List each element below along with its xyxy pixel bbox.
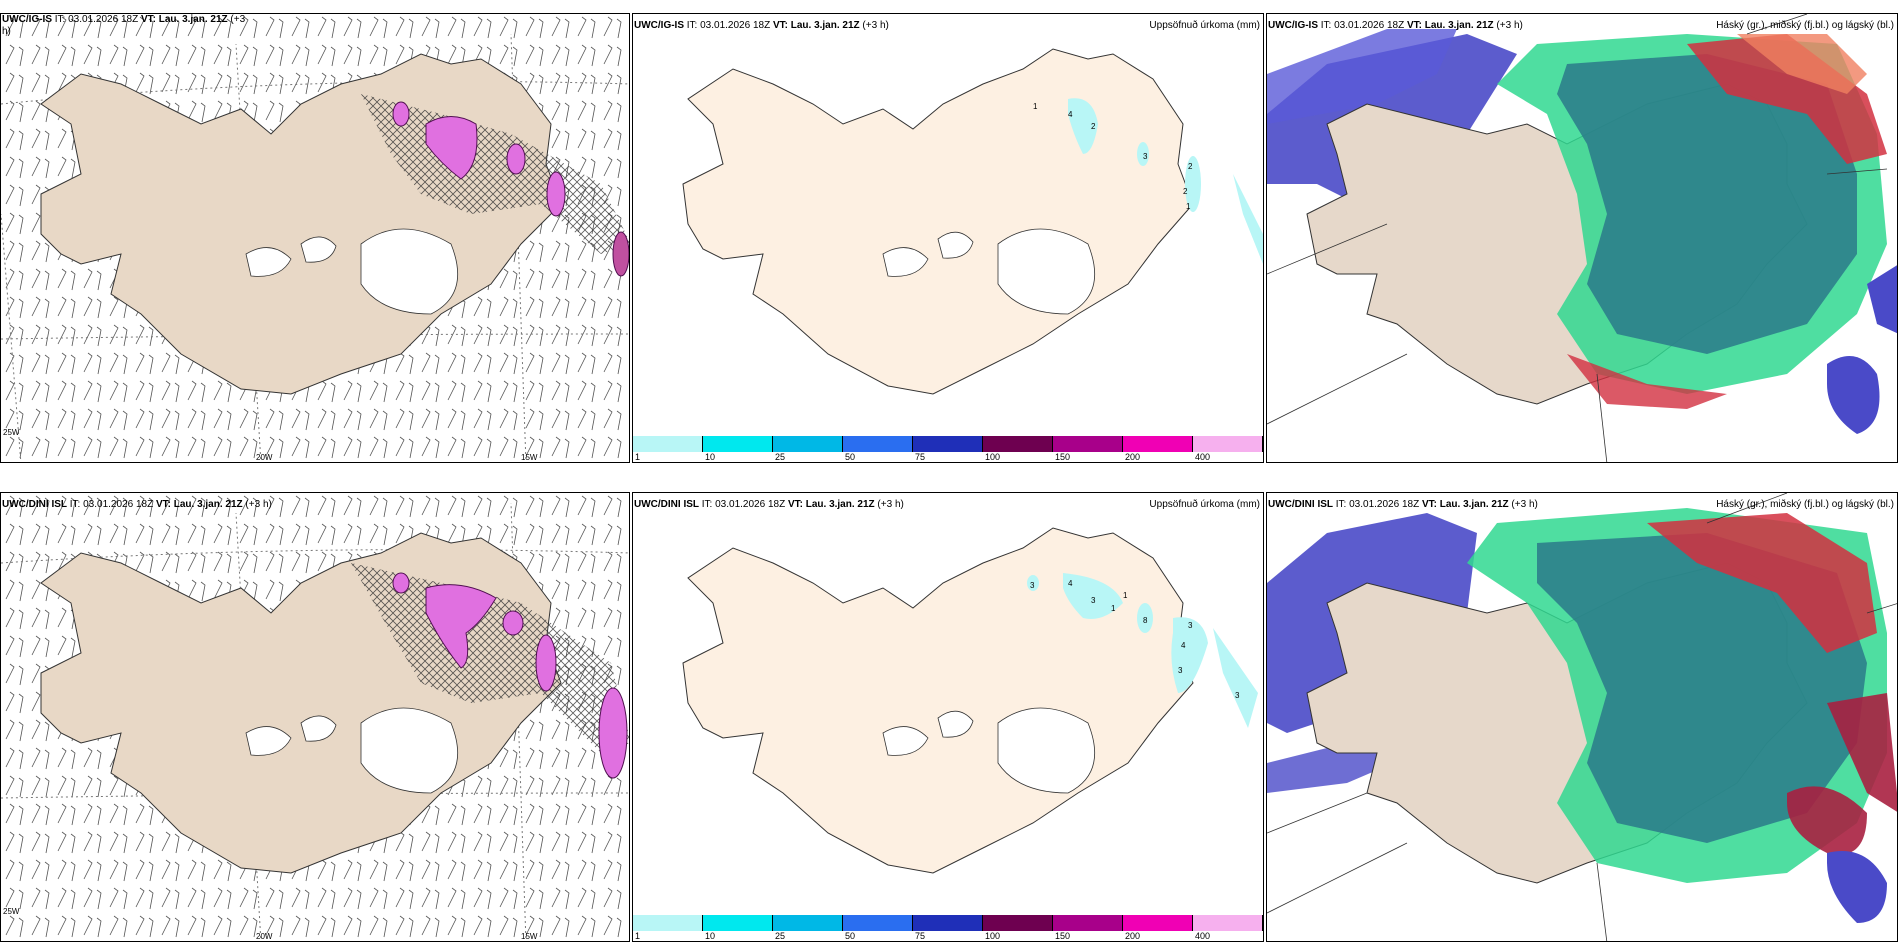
colorbar-label: 75 xyxy=(915,452,926,462)
colorbar-cell xyxy=(633,915,703,931)
precip-value: 3 xyxy=(1235,691,1240,700)
precip-value: 2 xyxy=(1091,122,1096,131)
colorbar-cell xyxy=(843,436,913,452)
panel-right-title: Uppsöfnuð úrkoma (mm) xyxy=(1149,20,1260,31)
wind-map xyxy=(1,14,629,462)
precip-map: 3 4 3 1 1 8 3 4 3 3 xyxy=(682,527,1258,874)
panel-precip-ig: UWC/IG-IS IT: 03.01.2026 18Z VT: Lau. 3.… xyxy=(632,13,1264,463)
precip-value: 3 xyxy=(1030,581,1035,590)
precip-value: 2 xyxy=(1183,187,1188,196)
colorbar-cell xyxy=(1123,436,1193,452)
colorbar-cell xyxy=(913,436,983,452)
colorbar-cell xyxy=(773,915,843,931)
precip-value: 3 xyxy=(1178,666,1183,675)
colorbar: 1 10 25 50 75 100 150 200 400 xyxy=(633,436,1263,462)
panel-right-title: Háský (gr.), miðský (fj.bl.) og lágský (… xyxy=(1716,20,1894,31)
precip-value: 4 xyxy=(1068,110,1073,119)
colorbar-label: 200 xyxy=(1125,452,1141,462)
panel-right-title: Uppsöfnuð úrkoma (mm) xyxy=(1149,499,1260,510)
panel-precip-dini: UWC/DINI ISL IT: 03.01.2026 18Z VT: Lau.… xyxy=(632,492,1264,942)
precip-value: 8 xyxy=(1143,616,1148,625)
colorbar-label: 1 xyxy=(635,452,641,462)
lon-label: 25W xyxy=(3,907,20,916)
colorbar-label: 1 xyxy=(635,931,641,941)
colorbar-cell xyxy=(1193,915,1263,931)
colorbar-cell xyxy=(1123,915,1193,931)
precip-value: 1 xyxy=(1123,591,1128,600)
colorbar-label: 50 xyxy=(845,452,856,462)
colorbar-label: 100 xyxy=(985,931,1001,941)
colorbar-label: 200 xyxy=(1125,931,1141,941)
colorbar-cell xyxy=(773,436,843,452)
panel-cloud-dini: UWC/DINI ISL IT: 03.01.2026 18Z VT: Lau.… xyxy=(1266,492,1898,942)
lon-label: 20W xyxy=(256,453,273,462)
colorbar-cell xyxy=(703,436,773,452)
precip-value: 1 xyxy=(1186,202,1191,211)
panel-title: UWC/DINI ISL IT: 03.01.2026 18Z VT: Lau.… xyxy=(1268,499,1538,510)
colorbar-label: 400 xyxy=(1195,931,1211,941)
wind-map xyxy=(1,493,629,941)
panel-wind-ig: UWC/IG-IS IT: 03.01.2026 18Z VT: Lau. 3.… xyxy=(0,13,630,463)
colorbar-label: 25 xyxy=(775,452,786,462)
panel-title: UWC/IG-IS IT: 03.01.2026 18Z VT: Lau. 3.… xyxy=(2,14,246,37)
colorbar-label: 10 xyxy=(705,452,716,462)
colorbar-cell xyxy=(843,915,913,931)
colorbar-cell xyxy=(983,915,1053,931)
precip-value: 3 xyxy=(1091,596,1096,605)
panel-title: UWC/IG-IS IT: 03.01.2026 18Z VT: Lau. 3.… xyxy=(1268,20,1523,31)
colorbar: 1 10 25 50 75 100 150 200 400 xyxy=(633,915,1263,941)
colorbar-label: 25 xyxy=(775,931,786,941)
lon-label: 20W xyxy=(256,932,273,941)
precip-value: 1 xyxy=(1111,604,1116,613)
precip-value: 3 xyxy=(1188,621,1193,630)
precip-value: 2 xyxy=(1188,162,1193,171)
precip-value: 4 xyxy=(1181,641,1186,650)
colorbar-label: 150 xyxy=(1055,452,1071,462)
colorbar-cell xyxy=(1053,436,1123,452)
iceland-land xyxy=(682,48,1194,395)
iceland-land xyxy=(682,527,1194,874)
colorbar-label: 150 xyxy=(1055,931,1071,941)
colorbar-cell xyxy=(633,436,703,452)
precip-value: 3 xyxy=(1143,152,1148,161)
colorbar-cell xyxy=(1053,915,1123,931)
panel-cloud-ig: UWC/IG-IS IT: 03.01.2026 18Z VT: Lau. 3.… xyxy=(1266,13,1898,463)
precip-value: 4 xyxy=(1068,579,1073,588)
precip-map: 1 4 2 3 2 2 1 xyxy=(682,48,1263,395)
colorbar-label: 75 xyxy=(915,931,926,941)
colorbar-label: 100 xyxy=(985,452,1001,462)
colorbar-label: 10 xyxy=(705,931,716,941)
cloud-map xyxy=(1267,14,1897,462)
lon-label: 25W xyxy=(3,428,20,437)
colorbar-cell xyxy=(913,915,983,931)
precip-value: 1 xyxy=(1033,102,1038,111)
panel-title: UWC/DINI ISL IT: 03.01.2026 18Z VT: Lau.… xyxy=(2,499,272,510)
lon-label: 15W xyxy=(521,932,538,941)
colorbar-label: 50 xyxy=(845,931,856,941)
colorbar-label: 400 xyxy=(1195,452,1211,462)
colorbar-cell xyxy=(1193,436,1263,452)
lon-label: 15W xyxy=(521,453,538,462)
cloud-map xyxy=(1267,493,1897,941)
colorbar-cell xyxy=(703,915,773,931)
panel-right-title: Háský (gr.), miðský (fj.bl.) og lágský (… xyxy=(1716,499,1894,510)
colorbar-cell xyxy=(983,436,1053,452)
panel-wind-dini: UWC/DINI ISL IT: 03.01.2026 18Z VT: Lau.… xyxy=(0,492,630,942)
panel-title: UWC/DINI ISL IT: 03.01.2026 18Z VT: Lau.… xyxy=(634,499,904,510)
panel-title: UWC/IG-IS IT: 03.01.2026 18Z VT: Lau. 3.… xyxy=(634,20,889,31)
